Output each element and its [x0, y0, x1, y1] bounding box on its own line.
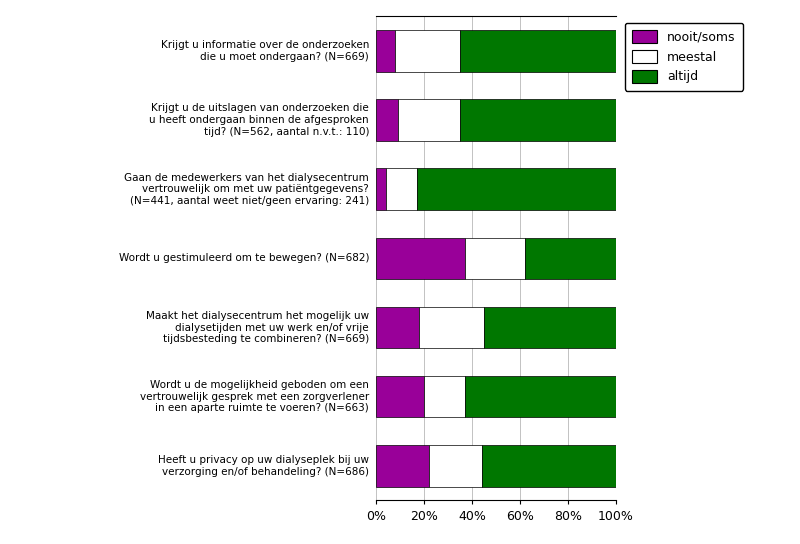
Bar [465, 238, 525, 279]
Legend: nooit/soms, meestal, altijd: nooit/soms, meestal, altijd [625, 22, 743, 91]
Bar [398, 100, 460, 141]
Bar [419, 307, 484, 348]
Bar [376, 100, 398, 141]
Bar [376, 376, 424, 417]
Bar [395, 30, 460, 72]
Bar [386, 169, 417, 210]
Bar [484, 307, 616, 348]
Bar [525, 238, 616, 279]
Bar [460, 100, 616, 141]
Bar [376, 445, 429, 487]
Bar [376, 307, 419, 348]
Bar [424, 376, 465, 417]
Bar [376, 238, 465, 279]
Bar [429, 445, 482, 487]
Bar [465, 376, 616, 417]
Bar [417, 169, 616, 210]
Bar [376, 169, 386, 210]
Bar [482, 445, 616, 487]
Bar [460, 30, 616, 72]
Bar [376, 30, 395, 72]
